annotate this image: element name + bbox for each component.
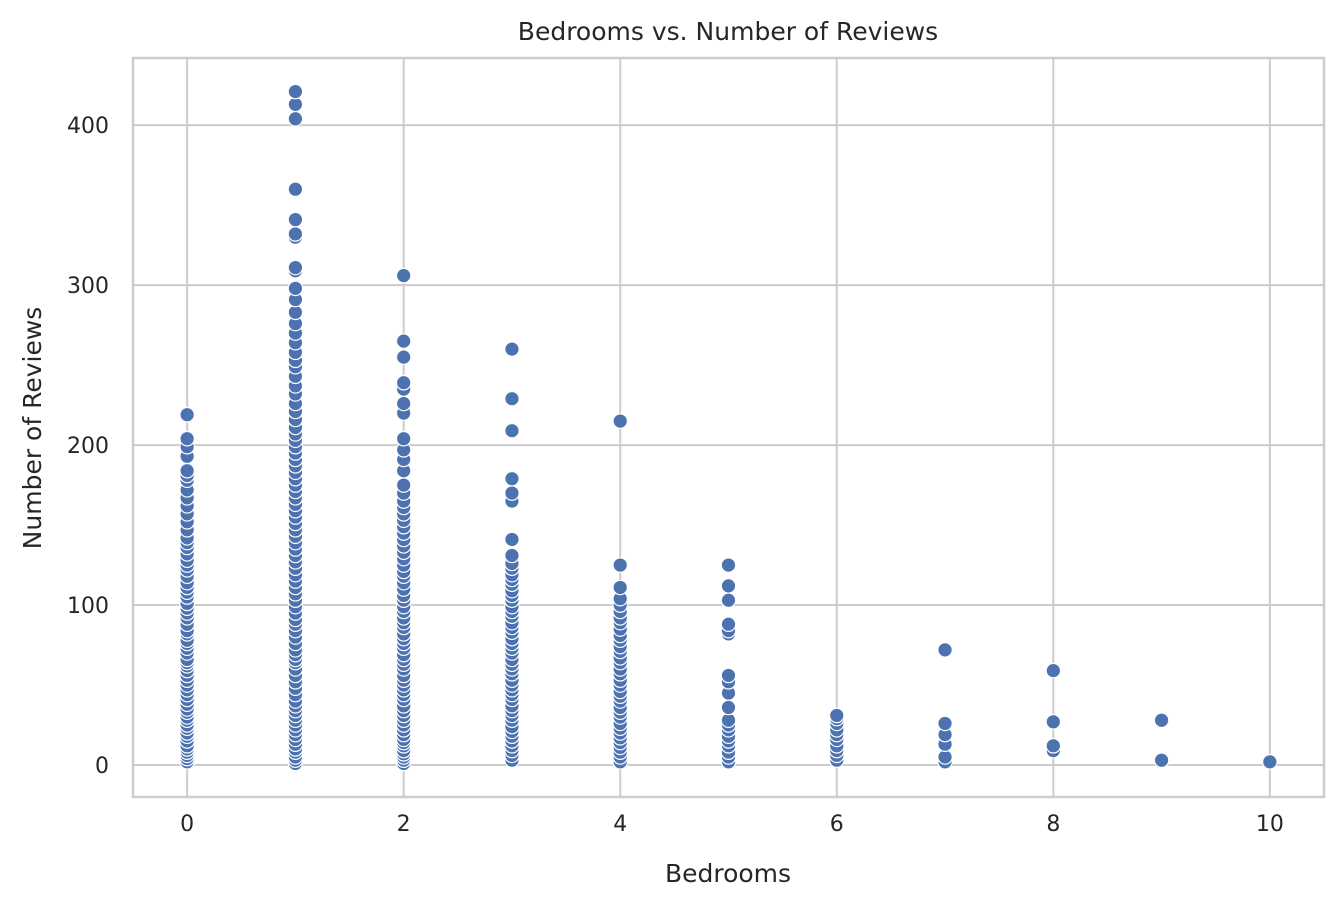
x-tick-label: 4 [613,812,627,837]
data-point [1045,714,1062,730]
data-point [504,547,520,564]
data-point [1262,754,1278,770]
data-point [395,333,412,349]
chart-title: Bedrooms vs. Number of Reviews [518,17,938,46]
data-point [720,592,737,609]
data-point [720,699,737,716]
data-point [720,616,737,633]
data-point [720,667,737,684]
data-point [287,259,304,276]
data-point [395,349,412,365]
y-tick-label: 300 [67,274,109,299]
data-point [504,341,520,357]
x-axis-label: Bedrooms [665,859,791,888]
data-point [395,430,412,447]
data-point [504,390,520,407]
data-point [287,83,304,100]
data-point [937,715,953,732]
x-tick-label: 8 [1046,812,1060,837]
data-points [179,83,1278,772]
data-point [1045,738,1062,754]
data-point [395,395,412,412]
grid-lines [133,58,1324,797]
y-tick-label: 0 [95,754,109,779]
data-point [504,470,520,487]
y-axis-label: Number of Reviews [18,307,47,550]
data-point [937,642,953,658]
data-point [179,430,195,447]
y-tick-label: 400 [67,114,109,139]
data-point [287,181,304,197]
data-point [179,406,195,423]
y-axis-ticks: 0 100 200 300 400 [67,114,109,779]
data-point [612,579,629,596]
data-point [395,267,412,284]
data-point [395,374,412,391]
data-point [504,485,520,501]
data-point [828,707,845,724]
data-point [1153,712,1170,729]
data-point [287,110,304,127]
data-point [612,557,629,573]
y-tick-label: 100 [67,594,109,619]
y-tick-label: 200 [67,434,109,459]
data-point [504,531,520,548]
x-tick-label: 10 [1256,812,1284,837]
data-point [287,211,304,228]
data-point [1153,752,1170,769]
plot-area-frame [131,56,1326,799]
data-point [179,462,195,479]
data-point [395,477,412,493]
x-tick-label: 0 [180,812,194,837]
data-point [287,280,304,297]
x-axis-ticks: 0 2 4 6 8 10 [180,812,1284,837]
data-point [720,557,737,573]
x-tick-label: 6 [830,812,844,837]
data-point [504,422,520,439]
data-point [1045,662,1062,679]
x-tick-label: 2 [397,812,411,837]
data-point [287,226,304,242]
data-point [612,413,629,429]
data-point [720,578,737,594]
